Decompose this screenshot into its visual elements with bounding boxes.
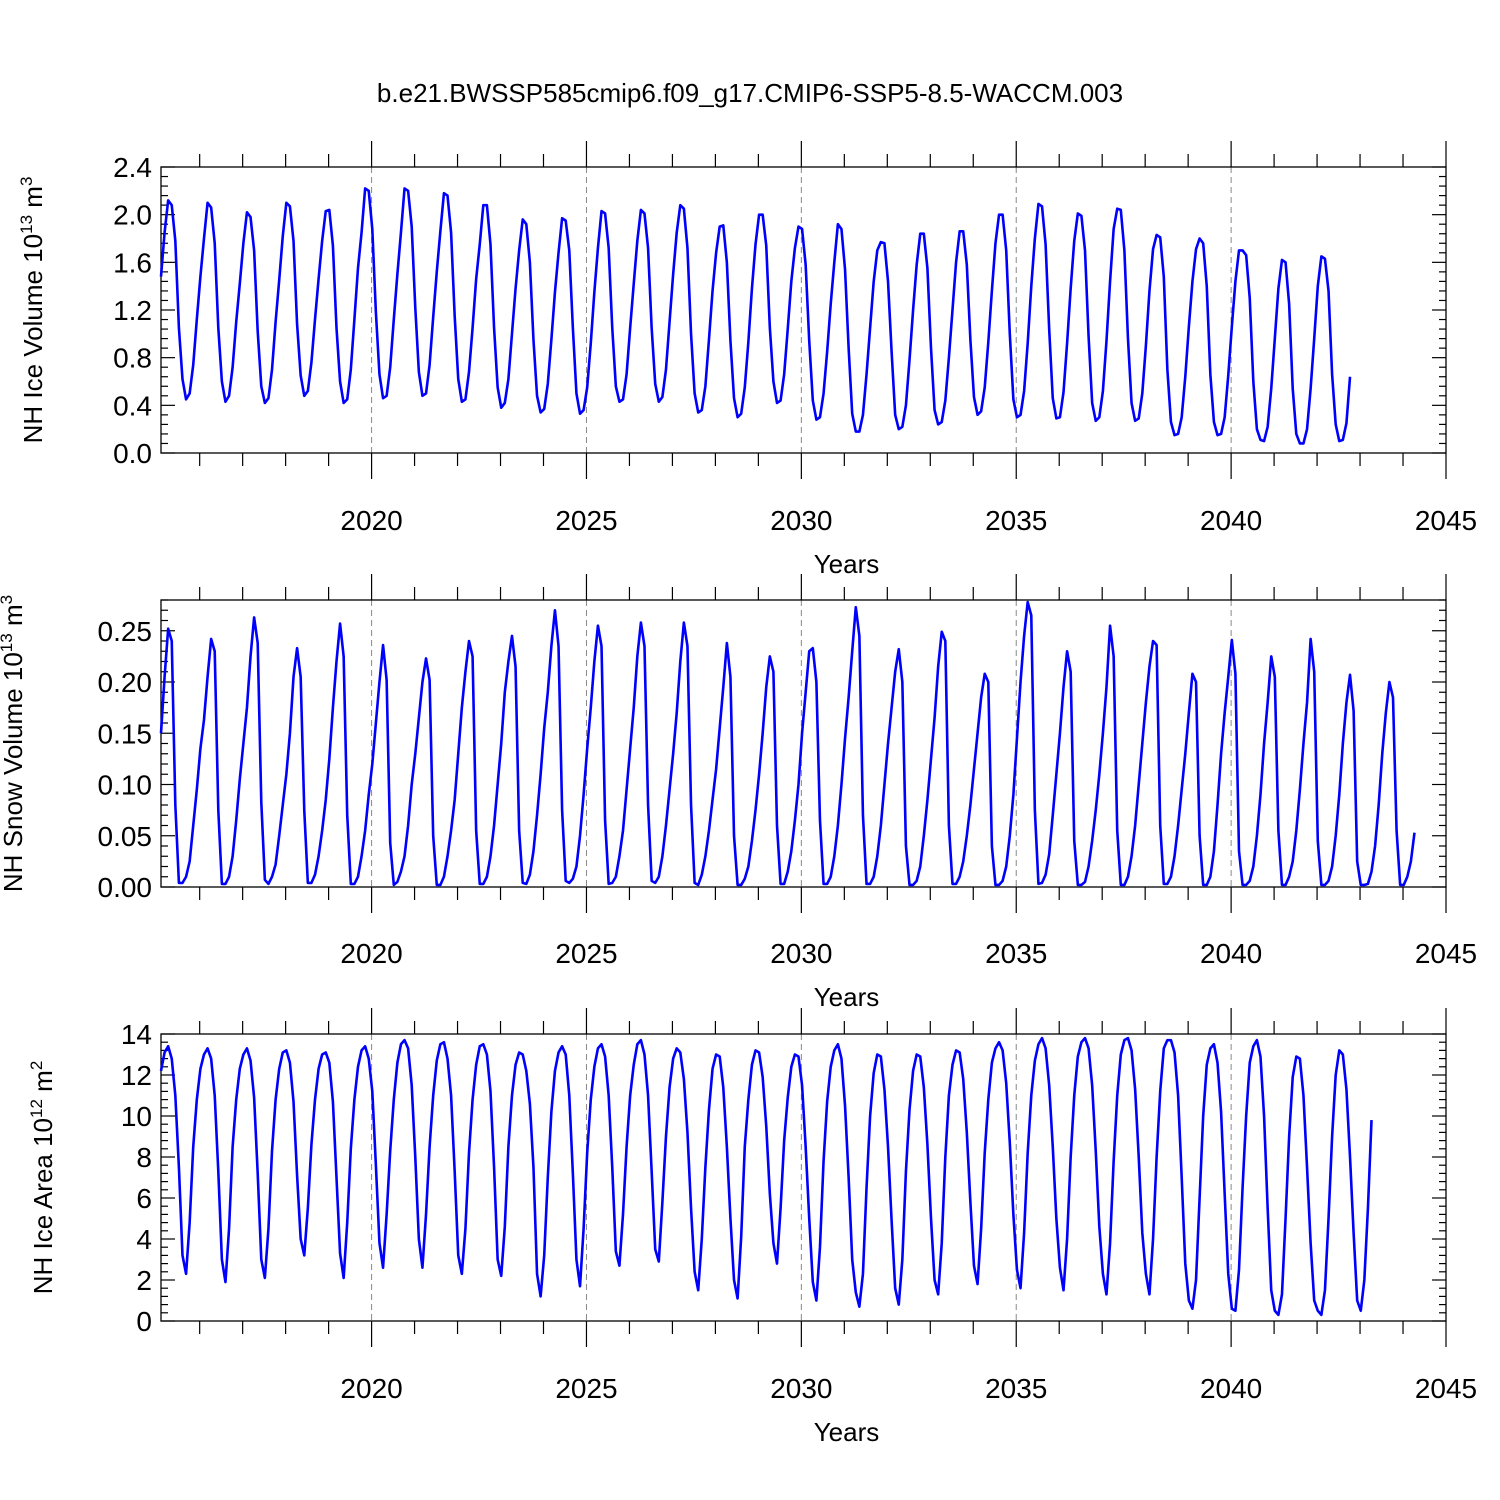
snow-volume-y-tick-label: 0.20: [98, 667, 153, 698]
snow-volume-panel: 2020 2025 2030 2035 2040 2045 0.00 0.05 0.10 0.15…: [0, 574, 1477, 1012]
ice-area-y-tick-label: 4: [136, 1224, 152, 1255]
ice-area-y-tick-label: 0: [136, 1306, 152, 1337]
snow-volume-y-tick-label: 0.10: [98, 770, 153, 801]
ice-area-y-tick-label: 8: [136, 1142, 152, 1173]
ice-volume-x-tick-label: 2035: [985, 505, 1047, 536]
ice-volume-y-tick-label: 2.4: [113, 152, 152, 183]
ice-volume-plot-frame: [160, 166, 1447, 454]
ice-volume-x-tick-label: 2045: [1415, 505, 1477, 536]
ice-area-y-tick-label: 6: [136, 1183, 152, 1214]
ice-volume-y-tick-label: 1.2: [113, 295, 152, 326]
ice-area-y-axis-label: NH Ice Area 1012 m2: [27, 1061, 58, 1295]
snow-volume-x-tick-label: 2030: [770, 938, 832, 969]
snow-volume-x-tick-label: 2045: [1415, 938, 1477, 969]
ice-area-y-tick-label: 2: [136, 1265, 152, 1296]
ice-area-panel: 2020 2025 2030 2035 2040 2045 0 2 4 6 8 10 12 14 Years…: [27, 1008, 1477, 1447]
ice-area-x-tick-label: 2030: [770, 1373, 832, 1404]
ice-area-x-tick-label: 2040: [1200, 1373, 1262, 1404]
ice-volume-y-tick-label: 1.6: [113, 247, 152, 278]
snow-volume-series-line: [159, 600, 1416, 887]
snow-volume-plot-frame: [160, 599, 1447, 888]
ice-volume-x-tick-label: 2030: [770, 505, 832, 536]
snow-volume-y-tick-label: 0.05: [98, 821, 153, 852]
ice-area-y-tick-label: 10: [121, 1101, 152, 1132]
ice-area-y-tick-label: 12: [121, 1060, 152, 1091]
ice-volume-panel: 2020 2025 2030 2035 2040 2045 0.0 0.4 0.8 1.2 1.6 2…: [17, 141, 1477, 579]
ice-volume-y-axis-label: NH Ice Volume 1013 m3: [17, 177, 48, 444]
snow-volume-y-tick-label: 0.00: [98, 872, 153, 903]
ice-volume-y-tick-label: 2.0: [113, 200, 152, 231]
ice-volume-x-tick-label: 2040: [1200, 505, 1262, 536]
ice-area-plot-frame: [160, 1033, 1447, 1322]
ice-area-x-tick-label: 2020: [340, 1373, 402, 1404]
snow-volume-y-axis-label: NH Snow Volume 1013 m3: [0, 595, 28, 892]
ice-area-x-tick-label: 2045: [1415, 1373, 1477, 1404]
ice-volume-x-tick-label: 2020: [340, 505, 402, 536]
ice-area-x-tick-label: 2035: [985, 1373, 1047, 1404]
ice-area-x-tick-label: 2025: [555, 1373, 617, 1404]
snow-volume-x-axis-label: Years: [814, 982, 880, 1012]
snow-volume-x-tick-label: 2025: [555, 938, 617, 969]
figure-title: b.e21.BWSSP585cmip6.f09_g17.CMIP6-SSP5-8…: [377, 78, 1123, 108]
snow-volume-x-tick-label: 2035: [985, 938, 1047, 969]
ice-volume-y-tick-label: 0.8: [113, 343, 152, 374]
ice-volume-y-tick-label: 0.4: [113, 390, 152, 421]
snow-volume-x-tick-label: 2020: [340, 938, 402, 969]
snow-volume-y-tick-label: 0.15: [98, 718, 153, 749]
ice-volume-x-axis-label: Years: [814, 549, 880, 579]
snow-volume-x-tick-label: 2040: [1200, 938, 1262, 969]
ice-volume-x-tick-label: 2025: [555, 505, 617, 536]
ice-area-y-tick-label: 14: [121, 1019, 152, 1050]
ice-area-series-line: [159, 1036, 1373, 1317]
ice-area-x-axis-label: Years: [814, 1417, 880, 1447]
snow-volume-y-tick-label: 0.25: [98, 616, 153, 647]
ice-volume-series-line: [159, 187, 1352, 445]
ice-volume-y-tick-label: 0.0: [113, 438, 152, 469]
